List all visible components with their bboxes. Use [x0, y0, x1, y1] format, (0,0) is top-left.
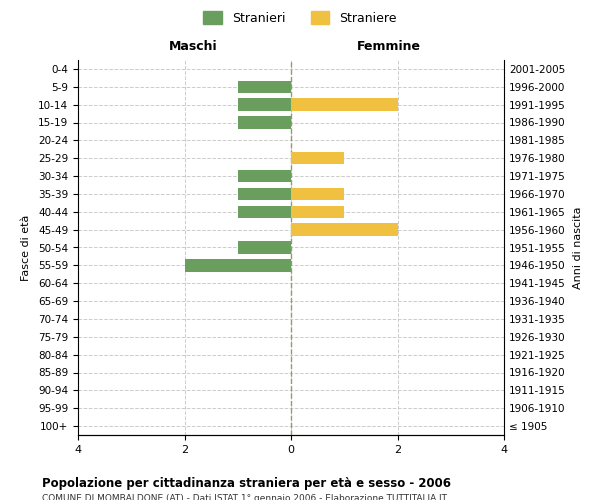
Bar	[238, 98, 291, 111]
Y-axis label: Fasce di età: Fasce di età	[21, 214, 31, 280]
Bar	[291, 152, 344, 164]
Bar	[238, 80, 291, 93]
Text: Femmine: Femmine	[357, 40, 421, 52]
Bar	[238, 206, 291, 218]
Bar	[238, 170, 291, 182]
Y-axis label: Anni di nascita: Anni di nascita	[572, 206, 583, 289]
Legend: Stranieri, Straniere: Stranieri, Straniere	[198, 6, 402, 30]
Bar	[185, 259, 291, 272]
Bar	[291, 206, 344, 218]
Text: COMUNE DI MOMBALDONE (AT) - Dati ISTAT 1° gennaio 2006 - Elaborazione TUTTITALIA: COMUNE DI MOMBALDONE (AT) - Dati ISTAT 1…	[42, 494, 447, 500]
Bar	[291, 98, 398, 111]
Bar	[291, 224, 398, 236]
Text: Maschi: Maschi	[169, 40, 217, 52]
Bar	[238, 188, 291, 200]
Text: Popolazione per cittadinanza straniera per età e sesso - 2006: Popolazione per cittadinanza straniera p…	[42, 478, 451, 490]
Bar	[291, 188, 344, 200]
Bar	[238, 242, 291, 254]
Bar	[238, 116, 291, 128]
